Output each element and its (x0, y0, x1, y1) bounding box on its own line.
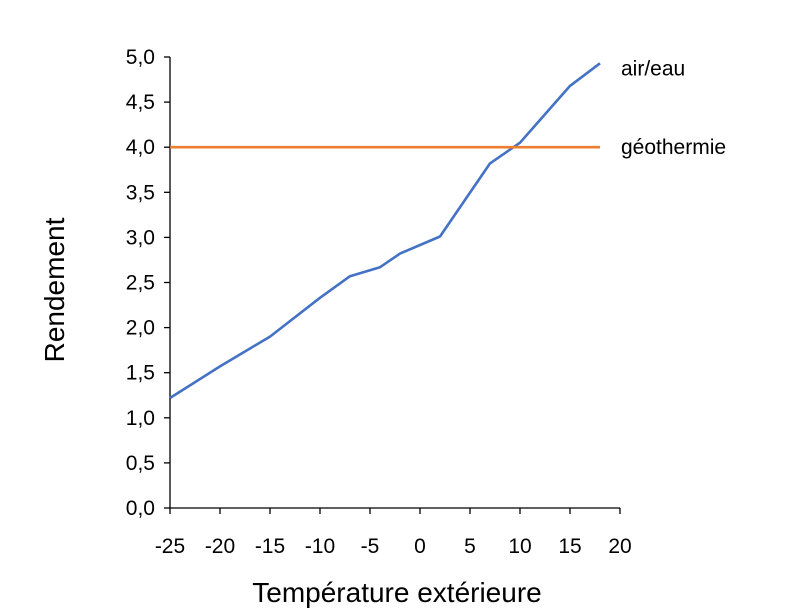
y-tick-label: 3,0 (126, 226, 155, 249)
plot-area: 0,00,51,01,52,02,53,03,54,04,55,0-25 -20-… (126, 46, 726, 558)
x-tick-label: -25 (155, 535, 185, 558)
y-axis-title: Rendement (39, 217, 70, 362)
y-tick-label: 4,0 (126, 136, 155, 159)
x-tick-label: 10 (508, 535, 531, 558)
y-tick-label: 0,5 (126, 452, 155, 475)
y-tick-label: 2,5 (126, 272, 155, 295)
y-tick-label: 2,0 (126, 317, 155, 340)
x-tick-label: 20 (608, 535, 631, 558)
x-tick-label: 5 (464, 535, 476, 558)
series-label-geothermie: géothermie (621, 136, 726, 159)
y-tick-label: 1,5 (126, 362, 155, 385)
x-tick-label: -15 (255, 535, 285, 558)
x-tick-label: -5 (361, 535, 380, 558)
x-tick-label: -10 (305, 535, 335, 558)
y-tick-label: 3,5 (126, 181, 155, 204)
x-tick-label: 15 (558, 535, 581, 558)
x-tick-label: 0 (414, 535, 426, 558)
y-tick-label: 0,0 (126, 497, 155, 520)
series-line-air-eau (169, 62, 601, 400)
y-tick-label: 5,0 (126, 46, 155, 69)
series-label-air-eau: air/eau (621, 57, 685, 80)
x-tick-label: -20 (205, 535, 235, 558)
y-tick-label: 1,0 (126, 407, 155, 430)
y-tick-label: 4,5 (126, 91, 155, 114)
x-axis-title: Température extérieure (252, 577, 541, 608)
